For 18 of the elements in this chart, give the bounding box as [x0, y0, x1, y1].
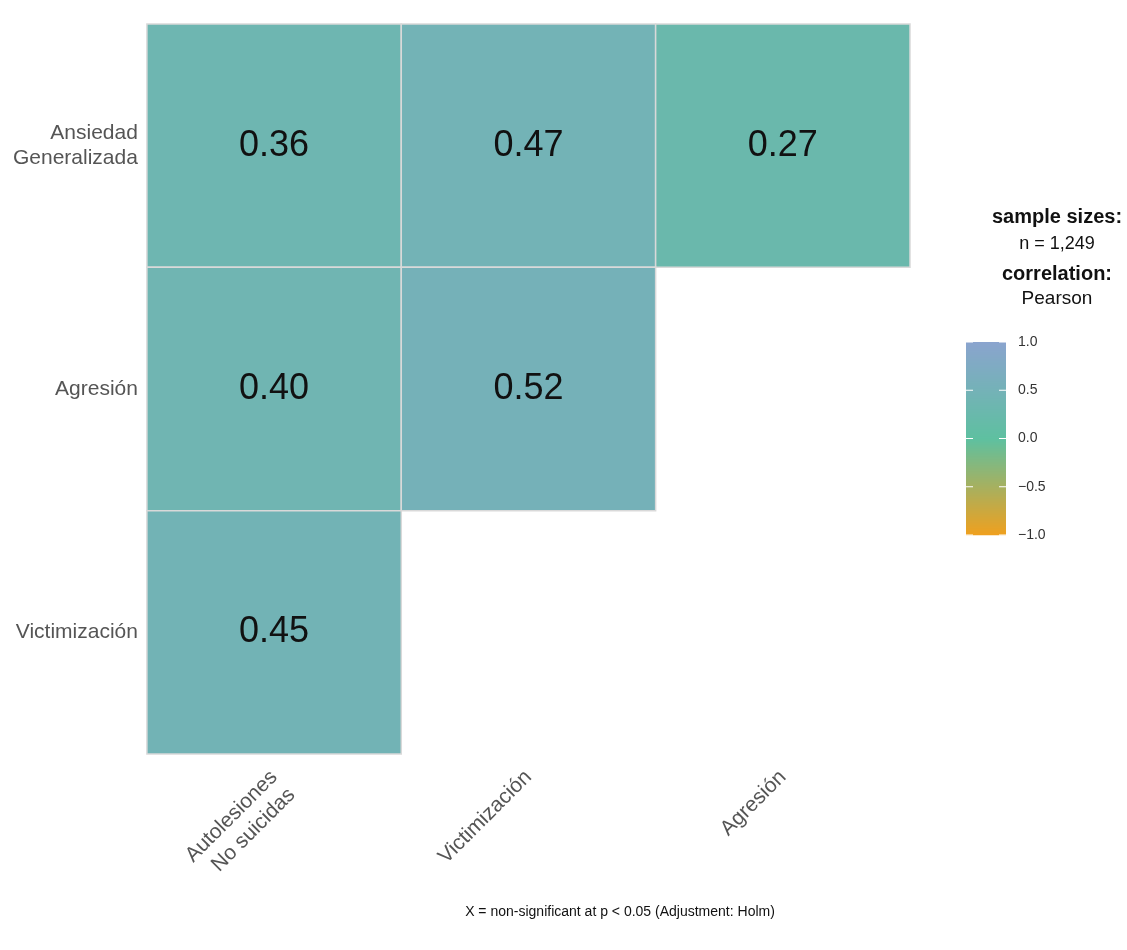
color-bar-label: −1.0: [1018, 525, 1046, 542]
color-bar-label: 0.5: [1018, 381, 1038, 398]
color-bar-label: 1.0: [1018, 332, 1038, 349]
text: X = non-significant at p < 0.05 (Adjustment: Holm): [465, 902, 775, 919]
y-tick-label: Ansiedad Generalizada: [12, 119, 139, 169]
color-bar-label: 0.0: [1018, 429, 1038, 446]
data-label: 0.40: [239, 365, 310, 407]
y-tick-label: Victimización: [15, 619, 138, 643]
text: sample sizes:: [991, 204, 1123, 227]
text: n = 1,249: [1019, 232, 1095, 253]
data-label: 0.36: [239, 122, 310, 164]
data-label: 0.52: [493, 365, 564, 407]
y-tick-label: Agresión: [55, 375, 138, 399]
data-label: 0.45: [239, 609, 310, 651]
data-label: 0.47: [493, 122, 564, 164]
color-bar-title: correlation: Pearson: [1001, 261, 1113, 309]
color-bar-label: −0.5: [1018, 477, 1046, 494]
data-label: 0.27: [747, 122, 818, 164]
